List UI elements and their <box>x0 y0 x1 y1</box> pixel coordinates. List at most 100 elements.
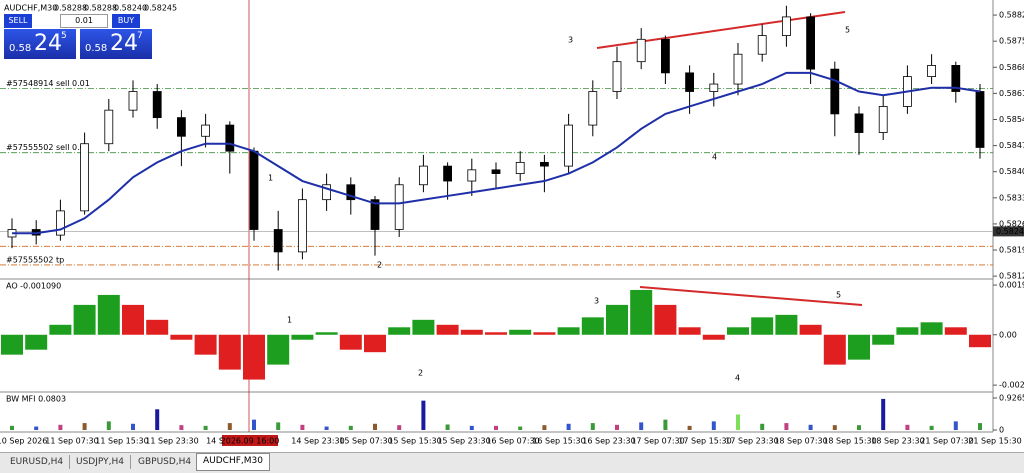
tab[interactable]: AUDCHF,M30 <box>196 453 270 471</box>
ao-bar <box>339 334 362 350</box>
ao-bar <box>969 334 991 348</box>
mfi-bar <box>784 423 789 430</box>
candle-body <box>612 61 622 92</box>
y-tick-label: 0.9265 <box>999 394 1024 403</box>
y-tick-label: 0.58545 <box>999 115 1024 124</box>
ao-bar <box>412 319 435 335</box>
annotation: 4 <box>712 153 717 162</box>
mfi-bar <box>881 398 886 430</box>
ao-bar <box>291 334 314 340</box>
candle-body <box>443 165 453 182</box>
annotation: 2 <box>377 261 382 270</box>
ao-bar <box>170 334 193 340</box>
ao-bar <box>218 334 241 370</box>
mfi-bar <box>929 425 934 430</box>
ao-bar <box>896 327 919 335</box>
mfi-bar <box>373 423 377 430</box>
tab[interactable]: EURUSD,H4 <box>4 455 71 469</box>
mfi-bar <box>590 423 595 430</box>
candle-body <box>927 65 936 77</box>
sell-button[interactable]: SELL <box>4 14 32 28</box>
quote-high: 0.58288 <box>84 4 117 13</box>
mfi-bar <box>953 421 958 430</box>
buy-button[interactable]: BUY <box>112 14 140 28</box>
sell-price[interactable]: 0.58 24 5 <box>4 29 76 59</box>
candle-body <box>225 124 235 152</box>
tab[interactable]: USDJPY,H4 <box>70 455 131 469</box>
ao-bar <box>73 304 96 335</box>
mfi-bar <box>736 414 740 430</box>
mfi-bar <box>445 424 450 430</box>
x-tick-label: 21 Sep 07:30 <box>920 437 973 446</box>
ao-bar <box>751 317 774 335</box>
candle-body <box>951 65 961 92</box>
ao-bar <box>678 327 701 335</box>
mfi-bar <box>131 423 135 430</box>
mfi-bar <box>542 425 547 430</box>
ao-bar <box>920 322 943 335</box>
ao-bar <box>364 334 386 353</box>
trade-panel: SELL 0.01 BUY 0.58 24 5 0.58 24 7 <box>4 14 154 60</box>
ao-bar <box>25 334 48 350</box>
candle-body <box>515 161 525 174</box>
candle-body <box>370 199 380 230</box>
y-tick-label: 0 <box>999 426 1004 435</box>
ao-bar <box>654 304 677 335</box>
y-tick-label: -0.002024 <box>999 381 1024 390</box>
y-tick-label: 0.001997 <box>999 281 1024 290</box>
x-tick-label: 14 Sep 23:30 <box>291 437 344 446</box>
mfi-bar <box>518 426 523 430</box>
mfi-bar <box>10 425 14 430</box>
annotation: 1 <box>287 316 292 325</box>
buy-price[interactable]: 0.58 24 7 <box>80 29 152 59</box>
candle-body <box>491 169 501 174</box>
chart-area: AUDCHF,M30 0.58288 0.58288 0.58240 0.582… <box>0 0 1024 452</box>
ao-bar <box>460 329 483 335</box>
y-tick-label: 0.00 <box>999 330 1017 339</box>
tab-bar: EURUSD,H4 USDJPY,H4 GBPUSD,H4 AUDCHF,M30 <box>0 452 1024 473</box>
mfi-bar <box>106 421 111 430</box>
order-label: #57548914 sell 0.01 <box>6 79 90 88</box>
candle-body <box>782 16 791 36</box>
candle-body <box>975 91 985 148</box>
annotation: 5 <box>836 291 841 300</box>
candle-body <box>394 184 404 230</box>
y-tick-label: 0.58125 <box>999 272 1024 281</box>
candle-body <box>152 91 162 119</box>
current-price-box <box>993 226 1024 237</box>
y-tick-label: 0.58335 <box>999 193 1024 202</box>
price-small: 0.58 <box>85 43 108 54</box>
crosshair-label: 2026.09 16:00 <box>221 437 280 446</box>
ao-bar <box>823 334 846 365</box>
ao-bar <box>194 334 217 355</box>
x-tick-label: 18 Sep 15:30 <box>823 437 876 446</box>
ao-bar <box>146 319 169 335</box>
quote-open: 0.58288 <box>54 4 87 13</box>
mfi-bar <box>227 423 232 430</box>
tab[interactable]: GBPUSD,H4 <box>132 455 199 469</box>
x-tick-label: 17 Sep 23:30 <box>725 437 778 446</box>
y-tick-label: 0.58195 <box>999 246 1024 255</box>
candle-body <box>467 169 477 182</box>
lot-input[interactable]: 0.01 <box>60 14 108 28</box>
price-big: 24 <box>110 31 138 56</box>
ao-bar <box>49 324 72 335</box>
x-tick-label: 18 Sep 07:30 <box>774 437 827 446</box>
quote-close: 0.58245 <box>144 4 177 13</box>
mfi-bar <box>566 423 571 430</box>
x-tick-label: 16 Sep 23:30 <box>582 437 635 446</box>
ao-bar <box>944 327 967 335</box>
candle-body <box>540 161 549 167</box>
ao-bar <box>606 304 628 335</box>
x-tick-label: 21 Sep 15:30 <box>968 437 1021 446</box>
order-label: #57555502 tp <box>6 255 64 264</box>
symbol: AUDCHF,M30 <box>4 4 57 13</box>
background <box>0 0 1024 452</box>
y-tick-label: 0.58475 <box>999 141 1024 150</box>
ao-bar <box>581 317 604 335</box>
y-tick-label: 0.58265 <box>999 219 1024 228</box>
candle-body <box>322 184 332 201</box>
y-tick-label: 0.58405 <box>999 167 1024 176</box>
annotation: 4 <box>735 374 740 383</box>
candle-body <box>249 150 259 230</box>
